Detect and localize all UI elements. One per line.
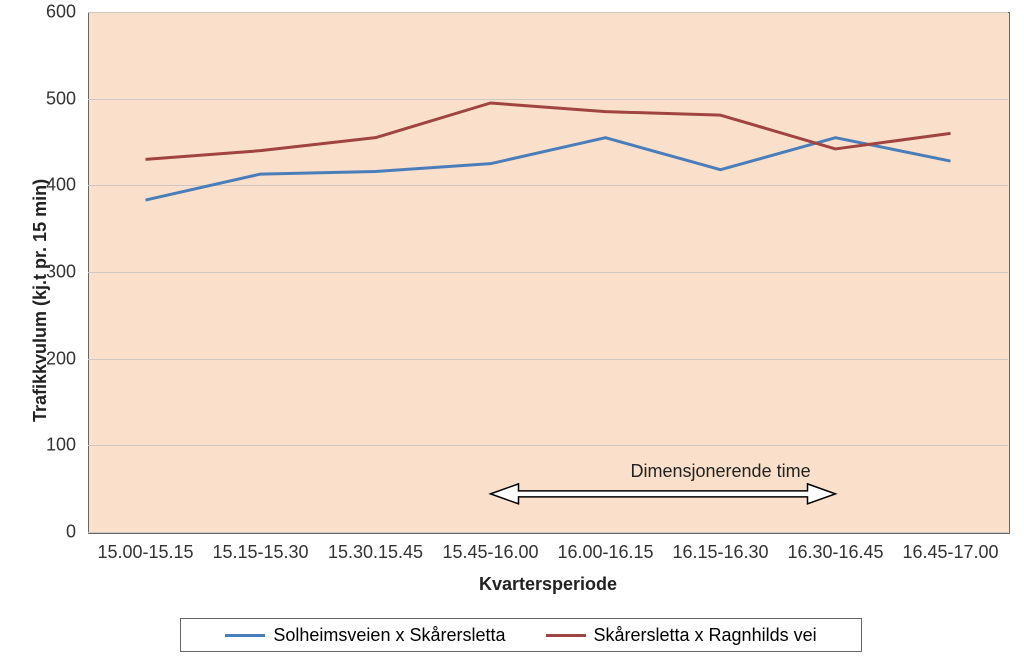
- y-gridline: [88, 445, 1008, 446]
- legend-label-1: Skårersletta x Ragnhilds vei: [594, 625, 817, 646]
- legend-item-0: Solheimsveien x Skårersletta: [225, 625, 505, 646]
- x-tick-label: 16.00-16.15: [557, 542, 653, 563]
- x-tick-label: 16.30-16.45: [787, 542, 883, 563]
- legend-label-0: Solheimsveien x Skårersletta: [273, 625, 505, 646]
- y-tick-label: 100: [16, 435, 76, 456]
- x-tick-label: 16.45-17.00: [902, 542, 998, 563]
- x-tick-label: 15.15-15.30: [212, 542, 308, 563]
- chart-figure: Trafikkvulum (kj.t pr. 15 min) Kvartersp…: [0, 0, 1024, 662]
- y-tick-label: 600: [16, 2, 76, 23]
- x-tick-label: 15.00-15.15: [97, 542, 193, 563]
- y-axis-title: Trafikkvulum (kj.t pr. 15 min): [30, 179, 51, 422]
- legend-swatch-1: [546, 634, 586, 637]
- annotation-text: Dimensjonerende time: [631, 461, 811, 482]
- plot-area: [88, 12, 1010, 534]
- x-tick-label: 15.30.15.45: [328, 542, 423, 563]
- y-gridline: [88, 272, 1008, 273]
- y-tick-label: 200: [16, 348, 76, 369]
- x-tick-label: 16.15-16.30: [672, 542, 768, 563]
- y-gridline: [88, 359, 1008, 360]
- x-tick-label: 15.45-16.00: [442, 542, 538, 563]
- legend-swatch-0: [225, 634, 265, 637]
- y-tick-label: 0: [16, 522, 76, 543]
- y-tick-label: 500: [16, 88, 76, 109]
- x-axis-title: Kvartersperiode: [479, 574, 617, 595]
- y-gridline: [88, 185, 1008, 186]
- y-gridline: [88, 12, 1008, 13]
- y-tick-label: 300: [16, 262, 76, 283]
- y-gridline: [88, 99, 1008, 100]
- y-tick-label: 400: [16, 175, 76, 196]
- legend: Solheimsveien x Skårersletta Skårerslett…: [180, 618, 862, 652]
- legend-item-1: Skårersletta x Ragnhilds vei: [546, 625, 817, 646]
- y-gridline: [88, 532, 1008, 533]
